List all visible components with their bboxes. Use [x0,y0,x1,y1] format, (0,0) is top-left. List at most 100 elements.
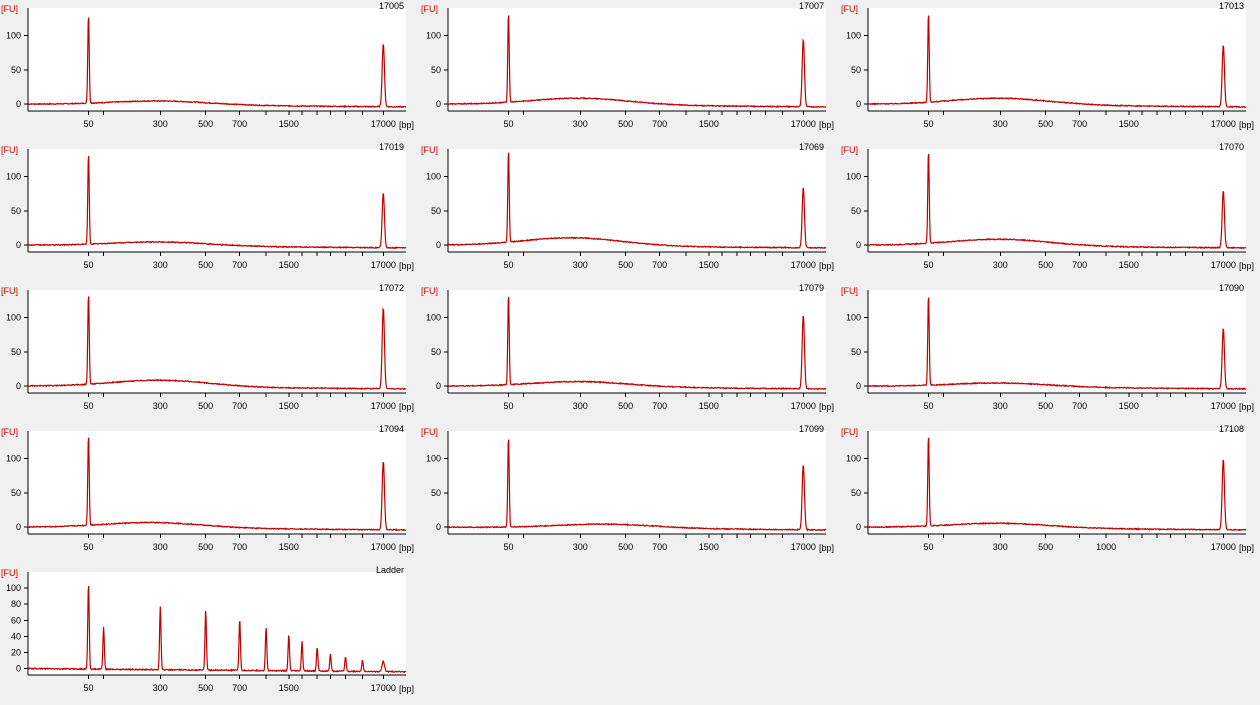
x-tick-label: 1500 [279,260,299,270]
plot-area [28,431,406,534]
x-tick-label: 300 [153,119,168,129]
trace-line [27,585,407,674]
y-tick-label: 50 [11,206,21,216]
trace-line [867,15,1247,109]
x-tick-label: 500 [618,542,633,552]
x-tick-label: 50 [923,260,933,270]
x-axis-unit: [bp] [399,120,414,130]
y-tick-label: 100 [426,171,441,181]
plot-area [448,431,826,534]
y-tick-label: 100 [6,312,21,322]
y-axis-unit: [FU] [1,145,18,155]
plot-area [28,149,406,252]
chart-panel: [FU] 0 50 100 50 300 500 700 1500 17000 [bp] 17005 [0,0,420,141]
y-tick-label: 50 [851,347,861,357]
x-tick-label: 17000 [371,683,396,693]
y-tick-label: 0 [856,522,861,532]
y-tick-label: 100 [426,453,441,463]
x-tick-label: 300 [153,260,168,270]
x-axis-unit: [bp] [399,684,414,694]
x-axis-unit: [bp] [819,543,834,553]
y-tick-label: 100 [426,312,441,322]
y-tick-label: 0 [16,522,21,532]
electropherogram-chart: [FU] 0 50 100 50 300 500 700 1500 17000 [bp] 17013 [841,1,1254,130]
y-axis-unit: [FU] [841,286,858,296]
sample-label: 17108 [1219,424,1244,434]
x-tick-label: 50 [923,542,933,552]
electropherogram-chart: [FU] 0 50 100 50 300 500 700 1500 17000 [bp] 17005 [1,1,414,130]
x-tick-label: 700 [652,260,667,270]
x-tick-label: 500 [1038,260,1053,270]
x-tick-label: 500 [618,401,633,411]
x-tick-label: 50 [83,260,93,270]
y-tick-label: 100 [846,312,861,322]
x-tick-label: 17000 [791,260,816,270]
x-tick-label: 17000 [371,542,396,552]
x-axis-unit: [bp] [819,402,834,412]
y-axis-unit: [FU] [421,427,438,437]
x-tick-label: 500 [198,542,213,552]
y-tick-label: 0 [856,240,861,250]
plot-area [448,8,826,111]
y-tick-label: 100 [6,171,21,181]
chart-panel: [FU] 0 50 100 50 300 500 700 1500 17000 [bp] 17069 [420,141,840,282]
chart-panel: [FU] 0 50 100 50 300 500 700 1500 17000 [bp] 17094 [0,423,420,564]
y-tick-label: 100 [6,30,21,40]
electropherogram-chart: [FU] 0 50 100 50 300 500 700 1500 17000 [bp] 17069 [421,142,834,271]
sample-label: 17079 [799,283,824,293]
y-axis-unit: [FU] [421,4,438,14]
x-tick-label: 500 [618,260,633,270]
x-tick-label: 700 [652,119,667,129]
electropherogram-chart: [FU] 0 50 100 50 300 500 700 1500 17000 [bp] 17007 [421,1,834,130]
y-tick-label: 60 [11,615,21,625]
chart-panel: [FU] 0 50 100 50 300 500 700 1500 17000 [bp] 17013 [840,0,1260,141]
y-tick-label: 100 [846,171,861,181]
plot-area [868,431,1246,534]
x-axis-unit: [bp] [1239,120,1254,130]
electropherogram-chart: [FU] 0 50 100 50 300 500 700 1500 17000 [bp] 17079 [421,283,834,412]
x-tick-label: 1500 [1119,260,1139,270]
chart-panel: [FU] 0 50 100 50 300 500 1000 17000 [bp] 17108 [840,423,1260,564]
y-tick-label: 100 [6,583,21,593]
x-tick-label: 700 [232,260,247,270]
plot-area [868,290,1246,393]
x-tick-label: 17000 [791,119,816,129]
x-tick-label: 1500 [279,542,299,552]
y-tick-label: 0 [436,99,441,109]
y-tick-label: 50 [11,347,21,357]
x-tick-label: 1500 [1119,401,1139,411]
trace-line [867,437,1247,532]
y-axis-unit: [FU] [421,145,438,155]
plot-area [28,572,406,675]
x-tick-label: 500 [1038,542,1053,552]
x-tick-label: 17000 [371,119,396,129]
x-tick-label: 1500 [279,119,299,129]
chart-panel: [FU] 0 50 100 50 300 500 700 1500 17000 [bp] 17072 [0,282,420,423]
y-tick-label: 50 [11,65,21,75]
x-tick-label: 17000 [1211,401,1236,411]
x-tick-label: 500 [198,683,213,693]
x-tick-label: 300 [573,401,588,411]
x-tick-label: 1000 [1096,542,1116,552]
sample-label: 17072 [379,283,404,293]
x-tick-label: 700 [1072,119,1087,129]
x-axis-unit: [bp] [1239,543,1254,553]
sample-label: 17069 [799,142,824,152]
chart-panel: [FU] 0 50 100 50 300 500 700 1500 17000 [bp] 17079 [420,282,840,423]
y-tick-label: 0 [436,240,441,250]
plot-area [448,149,826,252]
x-tick-label: 17000 [1211,119,1236,129]
y-tick-label: 0 [856,381,861,391]
x-tick-label: 17000 [371,260,396,270]
x-tick-label: 50 [503,260,513,270]
x-tick-label: 50 [503,401,513,411]
x-axis-unit: [bp] [399,402,414,412]
x-tick-label: 300 [153,683,168,693]
x-tick-label: 500 [1038,119,1053,129]
y-tick-label: 50 [851,206,861,216]
trace-line [447,439,827,532]
trace-line [867,153,1247,250]
y-tick-label: 50 [851,488,861,498]
x-axis-unit: [bp] [819,261,834,271]
sample-label: Ladder [376,565,404,575]
